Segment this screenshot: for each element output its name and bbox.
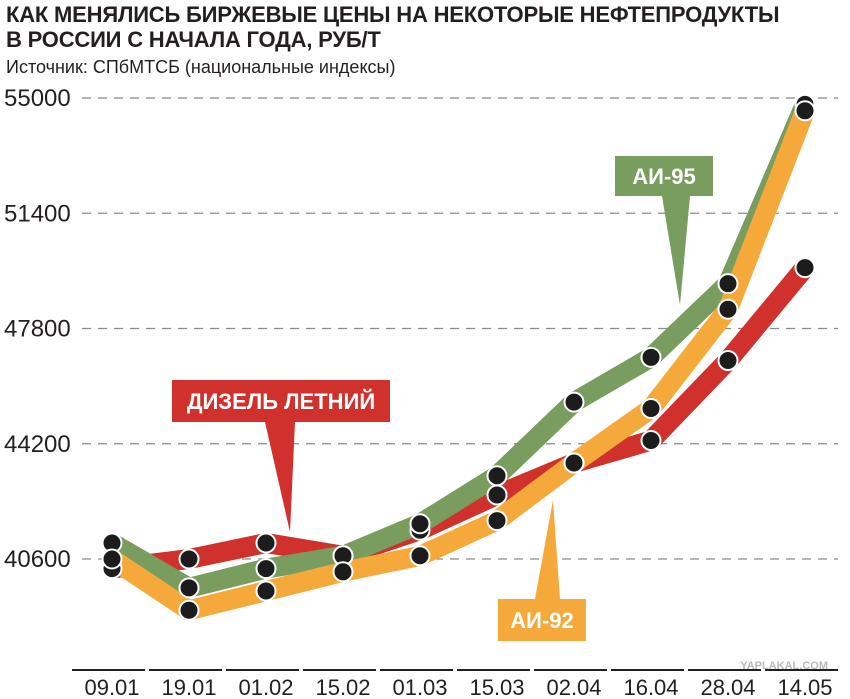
y-tick-label: 55000 bbox=[4, 85, 71, 112]
chart-subtitle: Источник: СПбМТСБ (национальные индексы) bbox=[6, 57, 396, 77]
data-point-ai92 bbox=[332, 561, 354, 583]
callout-ai95-box bbox=[615, 156, 713, 196]
y-tick-label: 47800 bbox=[4, 316, 71, 343]
x-tick-label: 15.02 bbox=[315, 675, 370, 699]
x-tick-label: 01.02 bbox=[238, 675, 293, 699]
callout-diesel: ДИЗЕЛЬ ЛЕТНИЙ bbox=[172, 380, 390, 532]
data-point-diesel bbox=[486, 484, 508, 506]
callout-ai95-text: АИ-95 bbox=[632, 164, 696, 189]
series-callout-labels: ДИЗЕЛЬ ЛЕТНИЙ АИ-95 АИ-92 bbox=[172, 156, 713, 641]
series-line-diesel bbox=[102, 257, 815, 579]
data-point-ai92 bbox=[255, 580, 277, 602]
series-layer bbox=[101, 93, 816, 621]
y-axis-tick-labels: 55000 51400 47800 44200 40600 bbox=[4, 85, 71, 573]
callout-diesel-box bbox=[172, 380, 390, 422]
y-tick-label: 51400 bbox=[4, 200, 71, 227]
chart-title-line-2: В РОССИИ С НАЧАЛА ГОДА, РУБ/Т bbox=[6, 27, 381, 52]
data-point-ai95 bbox=[640, 346, 662, 368]
data-point-ai92 bbox=[640, 398, 662, 420]
callout-ai92-text: АИ-92 bbox=[510, 608, 574, 633]
data-point-ai95 bbox=[409, 513, 431, 535]
callout-ai92-pointer bbox=[535, 500, 560, 599]
data-point-diesel bbox=[640, 430, 662, 452]
callout-ai92: АИ-92 bbox=[498, 500, 586, 641]
callout-ai95-pointer bbox=[662, 196, 690, 305]
data-point-ai95 bbox=[486, 465, 508, 487]
x-tick-label: 19.01 bbox=[161, 675, 216, 699]
watermark: YAPLAKAL.COM bbox=[740, 660, 828, 672]
data-point-diesel bbox=[178, 548, 200, 570]
data-point-diesel bbox=[717, 350, 739, 372]
x-axis: 09.01 19.01 01.02 15.02 01.03 15.03 02.04 16.04… bbox=[72, 669, 838, 699]
x-tick-label: 14.05 bbox=[777, 675, 832, 699]
chart-title-line-1: КАК МЕНЯЛИСЬ БИРЖЕВЫЕ ЦЕНЫ НА НЕКОТОРЫЕ … bbox=[6, 2, 780, 27]
data-point-ai92 bbox=[794, 100, 816, 122]
x-tick-label: 09.01 bbox=[84, 675, 139, 699]
x-tick-label: 28.04 bbox=[700, 675, 755, 699]
data-point-ai92 bbox=[563, 452, 585, 474]
data-point-ai92 bbox=[717, 298, 739, 320]
data-point-ai95 bbox=[178, 577, 200, 599]
x-tick-label: 01.03 bbox=[392, 675, 447, 699]
chart-title: КАК МЕНЯЛИСЬ БИРЖЕВЫЕ ЦЕНЫ НА НЕКОТОРЫЕ … bbox=[6, 2, 846, 52]
data-point-ai92 bbox=[409, 545, 431, 567]
data-point-ai92 bbox=[178, 599, 200, 621]
x-tick-label: 02.04 bbox=[546, 675, 601, 699]
x-tick-label: 16.04 bbox=[623, 675, 678, 699]
series-line-ai92 bbox=[102, 100, 815, 621]
y-tick-label: 40600 bbox=[4, 546, 71, 573]
data-point-ai95 bbox=[563, 391, 585, 413]
data-point-ai92 bbox=[486, 510, 508, 532]
x-tick-label: 15.03 bbox=[469, 675, 524, 699]
data-point-ai92 bbox=[101, 548, 123, 570]
y-tick-label: 44200 bbox=[4, 431, 71, 458]
data-point-diesel bbox=[255, 532, 277, 554]
data-point-ai95 bbox=[255, 558, 277, 580]
callout-diesel-text: ДИЗЕЛЬ ЛЕТНИЙ bbox=[187, 389, 375, 414]
data-point-diesel bbox=[794, 257, 816, 279]
callout-diesel-pointer bbox=[265, 422, 295, 532]
callout-ai95: АИ-95 bbox=[615, 156, 713, 305]
callout-ai92-box bbox=[498, 599, 586, 641]
series-line-ai95 bbox=[102, 94, 815, 598]
data-point-ai95 bbox=[717, 273, 739, 295]
